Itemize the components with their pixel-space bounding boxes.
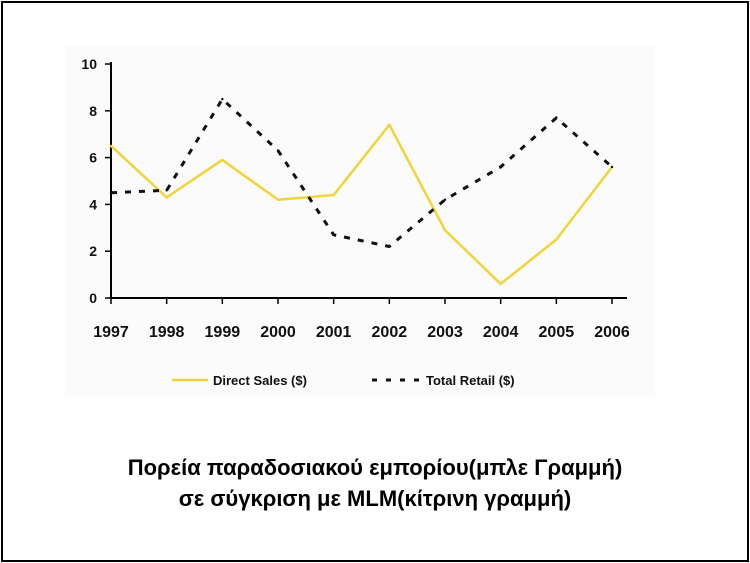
- caption-line-2: σε σύγκριση με MLM(κίτρινη γραμμή): [178, 486, 572, 511]
- data-point: [109, 144, 113, 148]
- data-point: [332, 193, 335, 197]
- x-tick-label: 2002: [372, 324, 408, 341]
- data-point: [555, 238, 558, 241]
- series-line-total-retail: [110, 97, 613, 249]
- x-tick-label: 2006: [594, 324, 630, 341]
- x-tick-label: 1997: [93, 324, 129, 341]
- data-point: [388, 123, 391, 127]
- data-point: [276, 149, 280, 152]
- caption: Πορεία παραδοσιακού εμπορίου(μπλε Γραμμή…: [0, 452, 750, 514]
- caption-line-1: Πορεία παραδοσιακού εμπορίου(μπλε Γραμμή…: [127, 455, 623, 480]
- y-tick-label: 8: [89, 103, 97, 119]
- data-point: [443, 198, 447, 201]
- x-tick-label: 2004: [483, 324, 519, 341]
- y-tick-label: 0: [89, 290, 97, 306]
- y-tick-label: 10: [81, 56, 97, 72]
- data-point: [276, 198, 280, 201]
- data-point: [332, 233, 335, 237]
- legend-label: Total Retail ($): [426, 373, 515, 388]
- data-point: [555, 116, 558, 120]
- x-tick-label: 2000: [260, 324, 296, 341]
- data-point: [499, 165, 502, 169]
- series-layer: [109, 97, 614, 286]
- y-axis-ticks: 0 2 4 6 8 10: [81, 56, 111, 306]
- legend-label: Direct Sales ($): [213, 373, 307, 388]
- x-tick-label: 1999: [205, 324, 241, 341]
- data-point: [165, 196, 168, 199]
- x-axis-ticks: 1997 1998 1999 2000 2001 2002 2003 2004 2005 2006: [93, 298, 630, 341]
- data-point: [443, 228, 447, 232]
- data-point: [499, 282, 502, 286]
- y-tick-label: 6: [89, 150, 97, 166]
- series-line-direct-sales: [110, 123, 613, 286]
- data-point: [165, 189, 168, 192]
- data-point: [221, 158, 224, 162]
- x-tick-label: 2005: [539, 324, 575, 341]
- data-point: [221, 97, 224, 101]
- y-tick-label: 2: [89, 243, 97, 259]
- x-tick-label: 1998: [149, 324, 185, 341]
- legend: Direct Sales ($) Total Retail ($): [172, 373, 515, 388]
- data-point: [109, 191, 113, 194]
- y-tick-label: 4: [89, 196, 97, 212]
- chart-area: [65, 46, 655, 396]
- data-point: [388, 245, 391, 248]
- x-tick-label: 2001: [316, 324, 352, 341]
- data-point: [610, 165, 614, 169]
- x-tick-label: 2003: [427, 324, 463, 341]
